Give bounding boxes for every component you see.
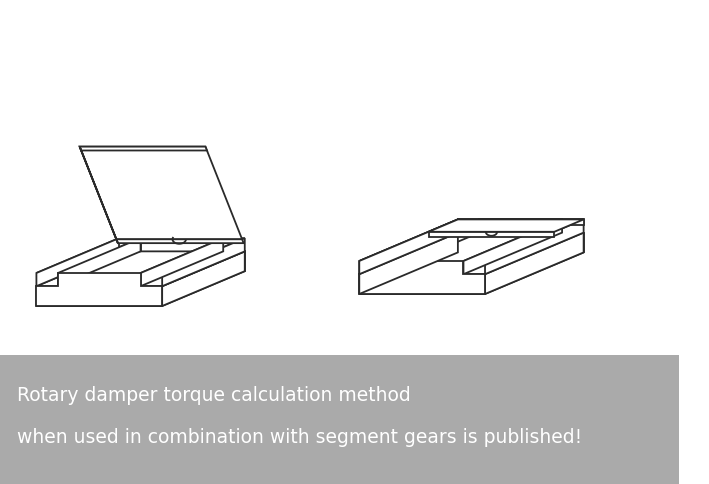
Polygon shape xyxy=(359,253,584,294)
Polygon shape xyxy=(36,239,119,287)
Polygon shape xyxy=(359,233,458,294)
Polygon shape xyxy=(359,261,485,294)
Polygon shape xyxy=(162,252,245,306)
Polygon shape xyxy=(36,252,245,287)
Polygon shape xyxy=(36,272,245,306)
Polygon shape xyxy=(79,147,118,243)
Polygon shape xyxy=(140,239,245,273)
Bar xyxy=(0,356,679,484)
Polygon shape xyxy=(458,220,584,253)
Polygon shape xyxy=(162,239,245,287)
Text: Rotary damper torque calculation method: Rotary damper torque calculation method xyxy=(17,386,411,405)
Polygon shape xyxy=(359,220,458,274)
Polygon shape xyxy=(428,232,554,238)
Polygon shape xyxy=(428,220,584,232)
Polygon shape xyxy=(36,273,162,306)
Polygon shape xyxy=(36,252,119,306)
Text: when used in combination with segment gears is published!: when used in combination with segment ge… xyxy=(17,427,583,447)
Polygon shape xyxy=(119,239,245,272)
Polygon shape xyxy=(140,239,223,287)
Polygon shape xyxy=(359,233,584,274)
Polygon shape xyxy=(116,240,244,243)
Polygon shape xyxy=(79,147,242,240)
Polygon shape xyxy=(359,220,458,274)
Polygon shape xyxy=(79,147,207,151)
Polygon shape xyxy=(485,220,584,274)
Polygon shape xyxy=(359,220,479,261)
Polygon shape xyxy=(381,220,479,274)
Polygon shape xyxy=(458,220,584,226)
Polygon shape xyxy=(36,239,140,273)
Polygon shape xyxy=(464,220,562,274)
Polygon shape xyxy=(464,220,584,261)
Polygon shape xyxy=(485,233,584,294)
Polygon shape xyxy=(58,239,140,287)
